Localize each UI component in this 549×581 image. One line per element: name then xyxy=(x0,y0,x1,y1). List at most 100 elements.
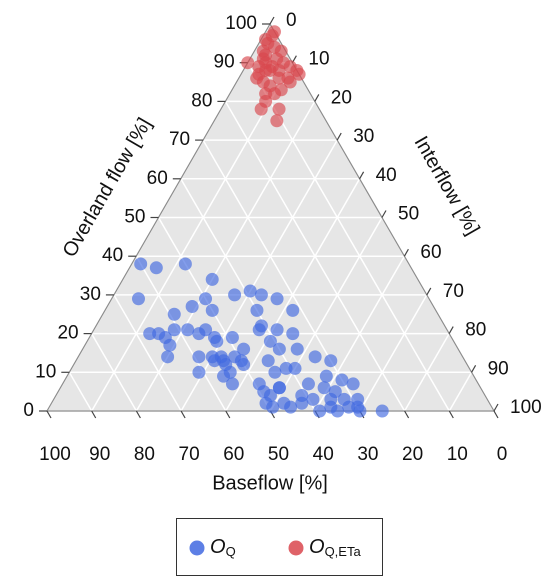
legend-label: OQ,ETa xyxy=(309,536,361,559)
data-point xyxy=(290,342,304,356)
right-tick-label: 80 xyxy=(465,320,486,341)
data-point xyxy=(274,83,288,97)
bottom-tick-label: 10 xyxy=(447,444,468,465)
data-point xyxy=(259,48,273,62)
grid-line xyxy=(68,371,93,412)
left-tick-label: 0 xyxy=(23,400,34,421)
bottom-tick-label: 70 xyxy=(179,444,200,465)
data-point xyxy=(268,365,282,379)
tick-mark xyxy=(46,410,52,419)
data-point xyxy=(267,25,281,39)
data-point xyxy=(346,377,360,391)
data-point xyxy=(225,330,239,344)
data-point xyxy=(178,257,192,271)
bottom-tick-label: 0 xyxy=(497,444,508,465)
right-tick-label: 20 xyxy=(331,87,352,108)
data-point xyxy=(265,60,279,74)
data-point xyxy=(272,102,286,116)
data-point xyxy=(288,361,302,375)
tick-mark xyxy=(381,210,387,218)
bottom-tick-label: 100 xyxy=(39,444,71,465)
data-point xyxy=(328,385,342,399)
bottom-tick-label: 40 xyxy=(313,444,334,465)
data-point xyxy=(228,288,242,302)
left-tick-label: 30 xyxy=(80,284,101,305)
tick-mark xyxy=(180,410,186,419)
left-tick-label: 100 xyxy=(225,13,257,34)
left-tick-label: 50 xyxy=(124,207,145,228)
tick-mark xyxy=(225,410,231,419)
left-axis-title: Overland flow [%] xyxy=(59,114,156,261)
tick-mark xyxy=(426,287,432,296)
data-point xyxy=(219,358,233,372)
tick-mark xyxy=(403,248,409,257)
tick-mark xyxy=(314,94,320,102)
data-point xyxy=(192,365,206,379)
data-point xyxy=(243,284,257,298)
data-point xyxy=(149,261,163,275)
data-point xyxy=(266,400,280,414)
left-tick-label: 20 xyxy=(57,323,78,344)
points xyxy=(131,25,389,418)
data-point xyxy=(181,323,195,337)
right-tick-label: 60 xyxy=(420,242,441,263)
data-point xyxy=(261,354,275,368)
data-point xyxy=(250,303,264,317)
right-tick-label: 0 xyxy=(286,10,297,31)
data-point xyxy=(163,338,177,352)
grid-line xyxy=(135,255,227,412)
data-point xyxy=(241,56,255,70)
grid-line xyxy=(180,139,338,412)
legend-label: OQ xyxy=(210,536,236,559)
grid-line xyxy=(359,294,428,412)
data-point xyxy=(252,323,266,337)
data-point xyxy=(301,377,315,391)
data-point xyxy=(286,303,300,317)
data-point xyxy=(283,75,297,89)
data-point xyxy=(208,354,222,368)
data-point xyxy=(143,327,157,341)
right-axis-title: Interflow [%] xyxy=(410,132,484,238)
right-tick-label: 90 xyxy=(488,358,509,379)
bottom-tick-label: 30 xyxy=(357,444,378,465)
tick-mark xyxy=(336,132,342,141)
tick-mark xyxy=(359,171,365,180)
grid-line xyxy=(448,371,473,412)
right-tick-label: 30 xyxy=(353,126,374,147)
data-point xyxy=(375,404,389,418)
bottom-tick-label: 50 xyxy=(268,444,289,465)
data-point xyxy=(217,369,231,383)
grid-line xyxy=(91,62,294,412)
left-tick-label: 60 xyxy=(147,168,168,189)
data-point xyxy=(313,404,327,418)
data-point xyxy=(292,67,306,81)
data-point xyxy=(205,272,219,286)
grid-line xyxy=(90,333,138,412)
data-point xyxy=(308,350,322,364)
data-point xyxy=(192,350,206,364)
legend-marker xyxy=(189,540,205,556)
data-point xyxy=(237,342,251,356)
bottom-tick-label: 20 xyxy=(402,444,423,465)
data-point xyxy=(270,323,284,337)
right-tick-label: 100 xyxy=(510,397,542,418)
tick-mark xyxy=(448,410,454,419)
data-point xyxy=(134,257,148,271)
right-tick-label: 10 xyxy=(308,49,329,70)
data-point xyxy=(270,114,284,128)
bottom-axis-title: Baseflow [%] xyxy=(212,472,328,494)
data-point xyxy=(263,389,277,403)
legend-box xyxy=(176,518,383,576)
tick-mark xyxy=(471,365,477,373)
data-point xyxy=(161,350,175,364)
data-point xyxy=(254,288,268,302)
tick-mark xyxy=(493,403,499,412)
right-tick-label: 50 xyxy=(398,204,419,225)
tick-mark xyxy=(269,16,275,25)
data-point xyxy=(225,377,239,391)
data-point xyxy=(270,292,284,306)
data-point xyxy=(167,323,181,337)
